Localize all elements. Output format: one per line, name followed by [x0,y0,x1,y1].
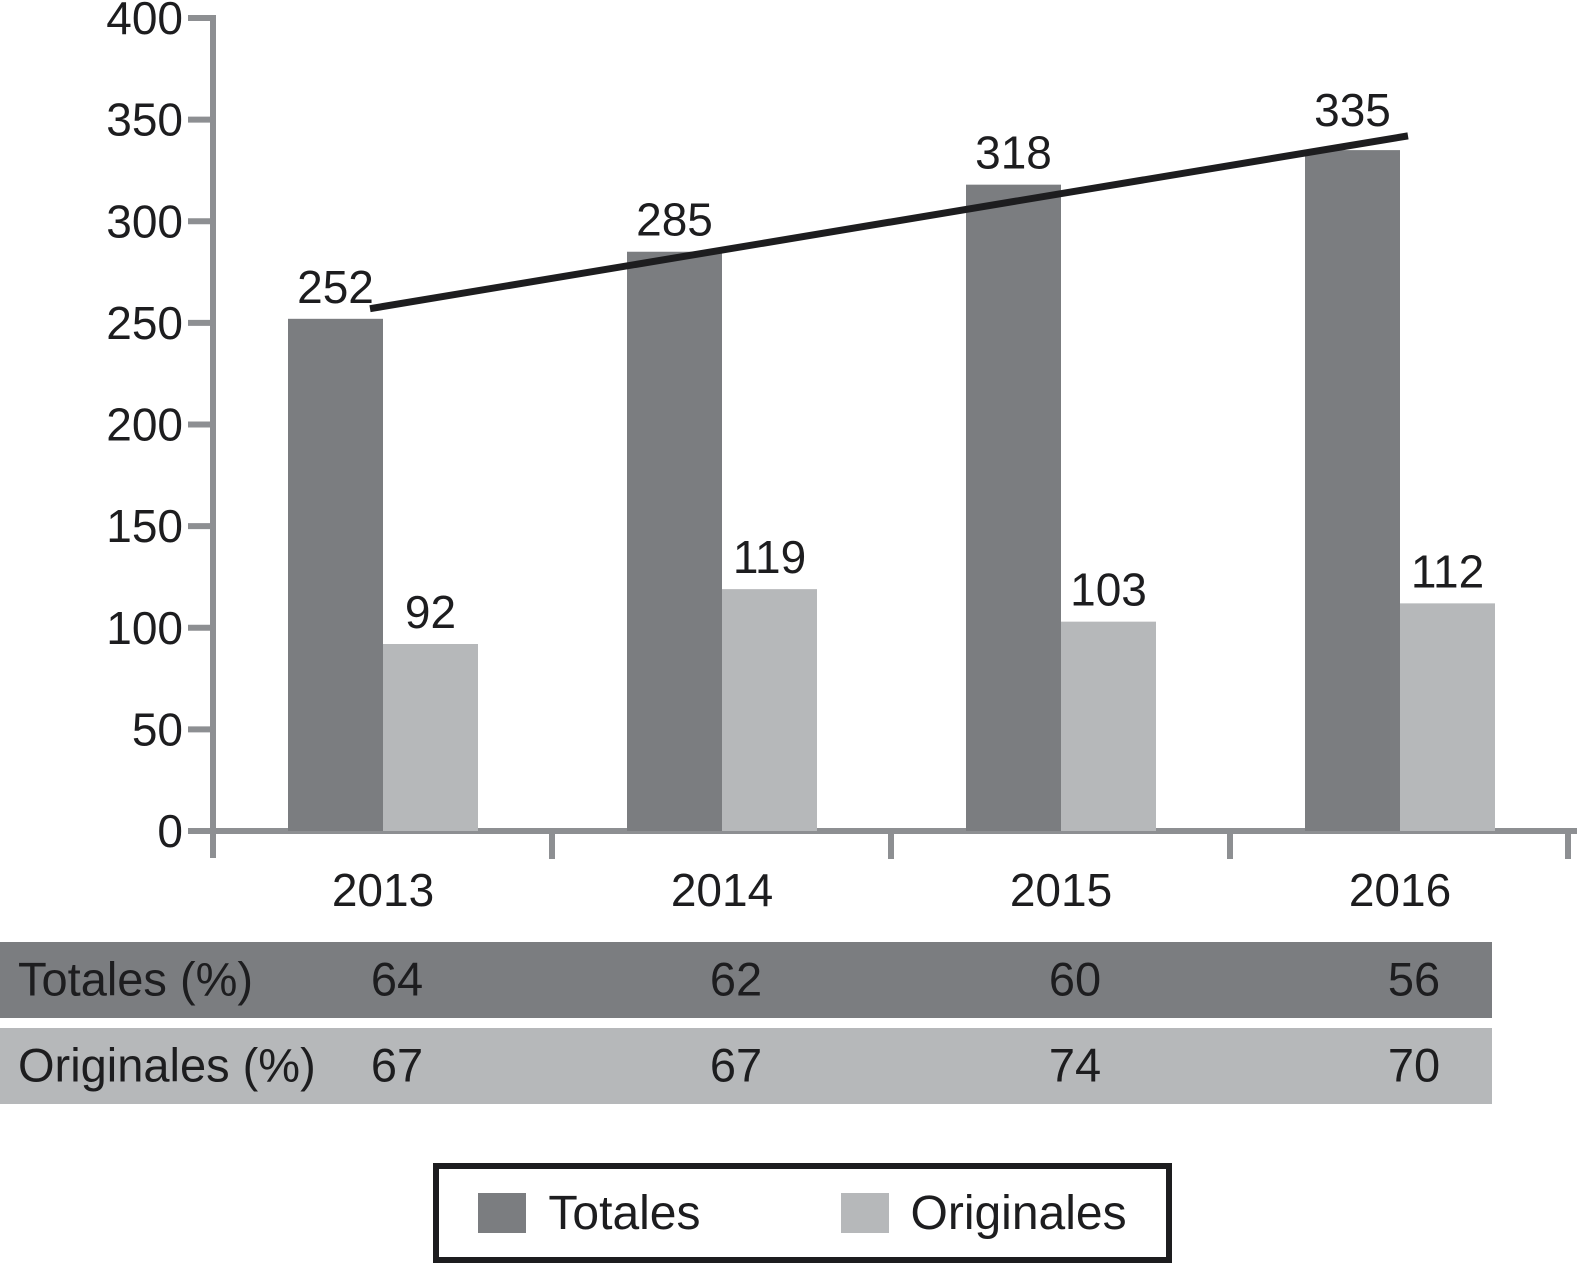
chart-legend: Totales Originales [433,1163,1172,1263]
totales-swatch-icon [478,1193,527,1233]
x-category-label: 2016 [1349,864,1451,916]
y-tick [188,319,213,326]
y-tick [188,523,213,530]
legend-label-totales: Totales [548,1186,701,1240]
originales-swatch-icon [840,1193,889,1233]
x-category-label: 2015 [1010,864,1112,916]
table-value-2015: 60 [1048,952,1102,1006]
legend-item-totales: Totales [478,1186,701,1241]
x-tick [549,828,555,859]
trend-line [369,132,1409,313]
table-value-2016: 56 [1387,952,1441,1006]
table-value-2014: 67 [709,1038,763,1092]
x-category-label: 2014 [671,864,773,916]
x-tick [1227,828,1233,859]
y-tick-label: 0 [157,805,183,857]
bar-totales-2016 [1305,150,1400,832]
bar-originales-2014 [722,589,817,831]
y-tick [188,116,213,123]
bar-value-label-totales-2013: 252 [297,261,374,313]
y-tick [188,15,213,21]
x-category-label: 2013 [332,864,434,916]
y-tick-label: 300 [106,195,183,247]
y-tick [188,218,213,225]
bar-originales-2015 [1061,621,1156,831]
bar-value-label-totales-2015: 318 [975,127,1052,179]
table-row-label: Totales (%) [18,952,254,1006]
y-tick [188,421,213,428]
y-tick [188,726,213,733]
bar-value-label-totales-2016: 335 [1314,84,1391,136]
y-tick [188,624,213,631]
table-row-totales: Totales (%) 64 62 60 56 [0,942,1492,1018]
y-tick-label: 400 [106,0,183,44]
y-tick-label: 250 [106,297,183,349]
table-row-label: Originales (%) [18,1038,316,1092]
bar-totales-2015 [966,184,1061,832]
bar-originales-2013 [383,644,478,831]
table-value-2016: 70 [1387,1038,1441,1092]
table-value-2014: 62 [709,952,763,1006]
y-tick-label: 350 [106,94,183,146]
legend-item-originales: Originales [840,1186,1127,1241]
legend-label-originales: Originales [910,1186,1127,1240]
y-tick-label: 150 [106,500,183,552]
bar-chart: 0 50 100 150 200 250 300 350 400 252 285 318 335 92 11… [106,0,1577,916]
bar-value-label-originales-2014: 119 [733,531,806,583]
x-tick [888,828,894,859]
table-value-2013: 64 [370,952,424,1006]
bar-value-label-originales-2013: 92 [405,586,456,638]
bar-originales-2016 [1400,603,1495,831]
bar-value-label-originales-2015: 103 [1070,564,1147,616]
bar-totales-2013 [288,318,383,831]
y-tick-label: 200 [106,399,183,451]
y-tick-label: 50 [132,703,183,755]
x-tick [1565,828,1571,859]
table-row-originales: Originales (%) 67 67 74 70 [0,1028,1492,1104]
y-axis-line [210,15,216,858]
table-value-2015: 74 [1048,1038,1102,1092]
bar-value-label-originales-2016: 112 [1411,545,1484,597]
table-value-2013: 67 [370,1038,424,1092]
y-tick-label: 100 [106,602,183,654]
y-tick [188,828,213,834]
bar-totales-2014 [627,251,722,832]
bar-value-label-totales-2014: 285 [636,194,713,246]
